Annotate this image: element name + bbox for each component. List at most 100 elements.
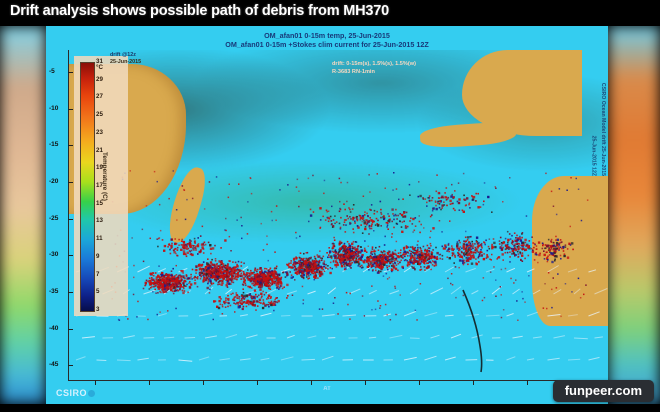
- debris-particle: [351, 261, 353, 264]
- debris-particle: [266, 298, 268, 300]
- debris-particle: [200, 264, 203, 267]
- debris-particle: [394, 213, 397, 216]
- debris-particle: [295, 262, 297, 265]
- debris-particle: [522, 297, 524, 300]
- debris-particle: [302, 273, 306, 277]
- debris-particle: [533, 246, 535, 249]
- debris-particle: [351, 242, 354, 245]
- debris-particle: [156, 238, 158, 240]
- debris-particle: [338, 222, 341, 225]
- debris-particle: [515, 279, 517, 281]
- debris-particle: [375, 217, 378, 220]
- debris-particle: [500, 316, 503, 319]
- debris-particle: [270, 271, 273, 273]
- debris-particle: [170, 247, 172, 249]
- debris-particle: [468, 252, 470, 255]
- debris-particle: [316, 254, 319, 256]
- debris-particle: [262, 281, 265, 284]
- debris-particle: [221, 263, 225, 266]
- debris-particle: [384, 303, 387, 306]
- debris-particle: [474, 246, 477, 249]
- debris-particle: [277, 273, 279, 276]
- debris-particle: [247, 201, 249, 203]
- debris-particle: [201, 225, 204, 228]
- debris-particle: [174, 283, 176, 286]
- debris-particle: [192, 247, 195, 250]
- debris-particle: [232, 299, 235, 302]
- debris-particle: [432, 255, 435, 258]
- debris-particle: [202, 261, 205, 263]
- debris-particle: [216, 262, 218, 265]
- debris-particle: [328, 217, 331, 220]
- debris-particle: [409, 255, 411, 257]
- debris-particle: [465, 230, 467, 233]
- current-vector-arrow: [430, 287, 444, 295]
- debris-particle: [241, 275, 244, 278]
- debris-particle: [443, 201, 445, 203]
- debris-particle: [148, 279, 150, 282]
- debris-particle: [458, 198, 461, 201]
- debris-particle: [176, 284, 178, 287]
- debris-particle: [375, 265, 377, 267]
- debris-particle: [546, 257, 549, 260]
- current-vector-arrow: [444, 356, 456, 361]
- debris-particle: [378, 259, 380, 262]
- current-vector-arrow: [553, 335, 566, 339]
- current-vector-arrow: [526, 358, 535, 361]
- debris-particle: [317, 261, 320, 263]
- debris-particle: [424, 249, 426, 252]
- debris-particle: [358, 250, 361, 253]
- debris-particle: [497, 257, 499, 259]
- debris-particle: [413, 255, 416, 257]
- debris-particle: [314, 272, 317, 275]
- debris-particle: [330, 257, 333, 260]
- debris-particle: [351, 208, 354, 210]
- debris-particle: [475, 239, 478, 242]
- debris-particle: [280, 282, 283, 285]
- debris-particle: [175, 242, 178, 245]
- debris-particle: [207, 258, 209, 260]
- debris-particle: [434, 256, 437, 260]
- debris-particle: [486, 249, 489, 252]
- colorbar-tick-19: 19: [96, 164, 103, 172]
- debris-particle: [269, 288, 272, 290]
- debris-particle: [517, 319, 519, 321]
- debris-particle: [558, 249, 560, 251]
- debris-particle: [291, 294, 294, 296]
- debris-particle: [199, 274, 201, 277]
- debris-particle: [394, 287, 397, 289]
- debris-particle: [381, 261, 383, 263]
- debris-particle: [370, 260, 372, 262]
- debris-particle: [409, 246, 412, 248]
- debris-particle: [346, 181, 349, 184]
- debris-particle: [554, 245, 557, 248]
- debris-particle: [335, 258, 338, 260]
- debris-particle: [253, 273, 257, 277]
- debris-particle: [303, 252, 305, 255]
- current-vector-arrow: [184, 337, 196, 339]
- debris-particle: [309, 214, 313, 217]
- debris-particle: [426, 259, 429, 261]
- debris-particle: [274, 251, 276, 253]
- debris-particle: [409, 220, 411, 222]
- debris-particle: [230, 268, 233, 270]
- debris-particle: [270, 300, 273, 303]
- debris-particle: [212, 269, 214, 271]
- debris-particle: [320, 259, 323, 262]
- debris-particle: [365, 219, 368, 222]
- debris-particle: [153, 280, 156, 282]
- colorbar-tick-23: 23: [96, 128, 103, 136]
- debris-particle: [353, 261, 356, 263]
- debris-particle: [558, 244, 561, 246]
- debris-particle: [498, 243, 501, 245]
- debris-particle: [493, 241, 496, 245]
- debris-particle: [364, 259, 366, 261]
- debris-particle: [355, 241, 358, 243]
- debris-particle: [175, 252, 177, 255]
- debris-particle: [566, 189, 568, 191]
- debris-particle: [260, 278, 263, 282]
- debris-particle: [428, 260, 431, 264]
- debris-particle: [164, 290, 168, 293]
- debris-particle: [250, 274, 252, 276]
- debris-particle: [272, 280, 276, 283]
